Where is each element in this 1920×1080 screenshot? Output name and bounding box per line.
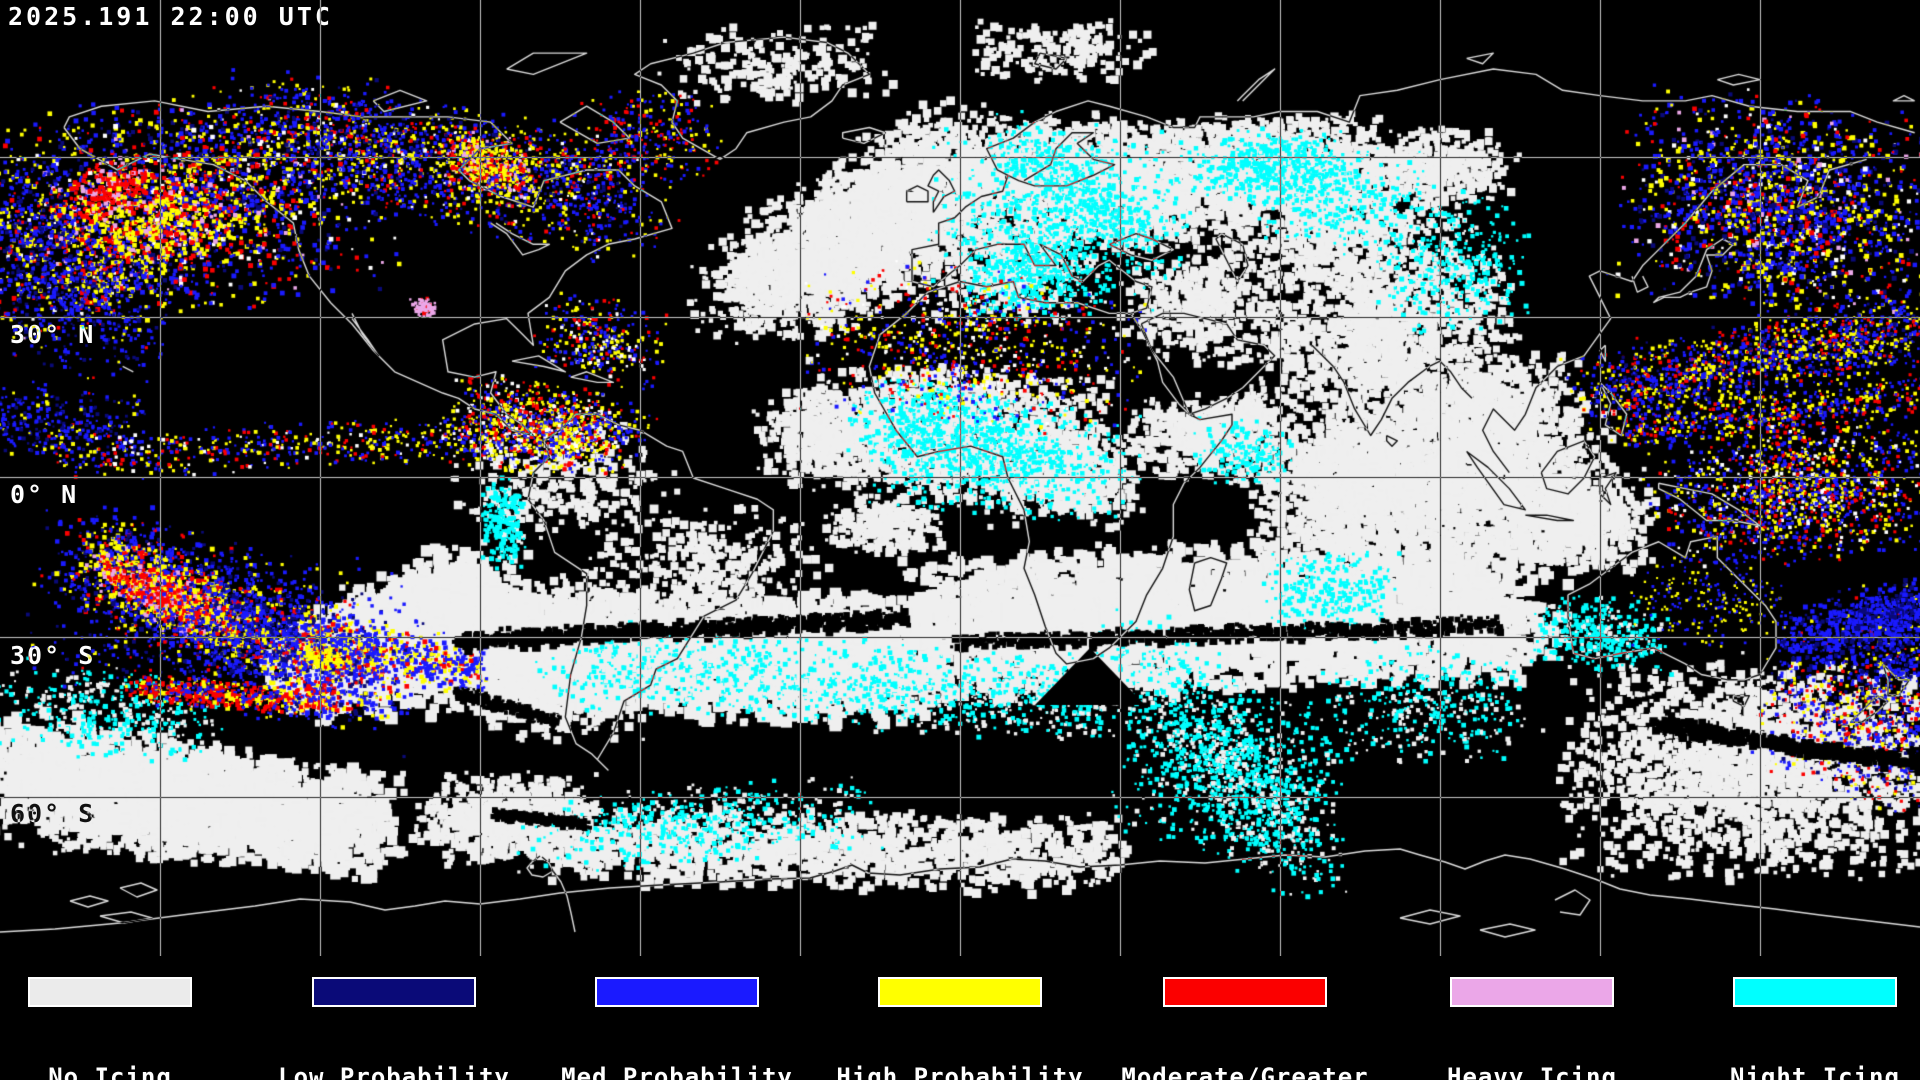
legend-swatch-high-prob xyxy=(878,977,1042,1007)
legend-swatch-night xyxy=(1733,977,1897,1007)
legend-swatch-no-icing xyxy=(28,977,192,1007)
lat-label-30n: 30° N xyxy=(10,320,96,349)
legend-label-line: Night Icing xyxy=(1730,1063,1900,1080)
legend-label-line: Low Probability xyxy=(278,1063,510,1080)
legend-label-line: Moderate/Greater xyxy=(1121,1063,1369,1080)
legend-swatch-med-prob xyxy=(595,977,759,1007)
lat-label-30s: 30° S xyxy=(10,641,96,670)
legend-label-line: High Probability xyxy=(836,1063,1084,1080)
legend-swatch-heavy xyxy=(1450,977,1614,1007)
lat-label-60s: 60° S xyxy=(10,799,96,828)
world-map: 2025.191 22:00 UTC 30° N 0° N 30° S 60° … xyxy=(0,0,1920,956)
timestamp-label: 2025.191 22:00 UTC xyxy=(8,2,333,31)
legend-swatch-moderate xyxy=(1163,977,1327,1007)
legend-label-line: Med.Probability xyxy=(561,1063,793,1080)
icing-raster-canvas xyxy=(0,0,1920,956)
legend: No Icing Retrieval Low Probability of Li… xyxy=(0,956,1920,1080)
legend-label-line: No Icing xyxy=(48,1063,172,1080)
legend-swatch-low-prob xyxy=(312,977,476,1007)
lat-label-0n: 0° N xyxy=(10,480,79,509)
legend-label-line: Heavy Icing xyxy=(1447,1063,1617,1080)
